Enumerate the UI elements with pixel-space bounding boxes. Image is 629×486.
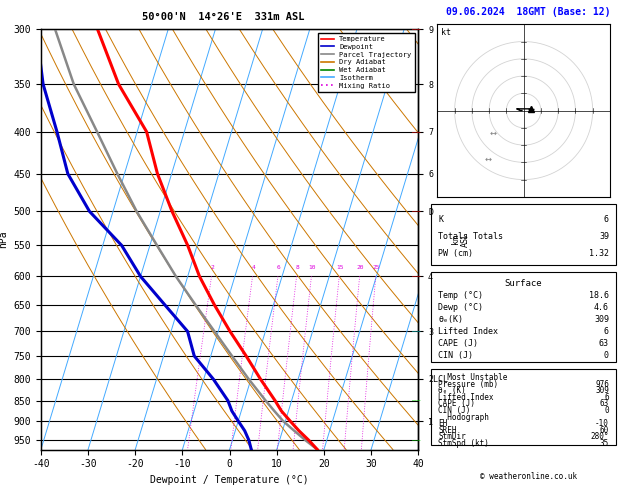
Text: ↔: ↔ bbox=[484, 155, 492, 164]
Text: 10: 10 bbox=[308, 265, 316, 270]
Text: ↔: ↔ bbox=[490, 129, 497, 138]
Text: ——: —— bbox=[412, 208, 421, 214]
Text: 35: 35 bbox=[599, 439, 609, 448]
Text: SREH: SREH bbox=[438, 426, 457, 434]
Text: 6: 6 bbox=[604, 327, 609, 336]
Text: Hodograph: Hodograph bbox=[438, 413, 489, 421]
Text: ——: —— bbox=[412, 437, 421, 443]
Text: 8: 8 bbox=[296, 265, 299, 270]
Text: 09.06.2024  18GMT (Base: 12): 09.06.2024 18GMT (Base: 12) bbox=[446, 7, 611, 17]
Text: ——: —— bbox=[412, 274, 421, 279]
Y-axis label: km
ASL: km ASL bbox=[451, 232, 470, 247]
Text: 20: 20 bbox=[357, 265, 364, 270]
Y-axis label: hPa: hPa bbox=[0, 230, 8, 248]
Text: 4: 4 bbox=[252, 265, 255, 270]
Text: ——: —— bbox=[412, 398, 421, 403]
Text: 4.6: 4.6 bbox=[594, 303, 609, 312]
Text: 309: 309 bbox=[594, 315, 609, 324]
Text: 0: 0 bbox=[604, 351, 609, 360]
Text: 18.6: 18.6 bbox=[589, 291, 609, 300]
Text: 6: 6 bbox=[604, 214, 609, 224]
Text: EH: EH bbox=[438, 419, 448, 428]
Text: 6: 6 bbox=[277, 265, 281, 270]
Text: CAPE (J): CAPE (J) bbox=[438, 339, 478, 348]
Text: CIN (J): CIN (J) bbox=[438, 406, 470, 415]
Text: 39: 39 bbox=[599, 232, 609, 241]
Text: 2: 2 bbox=[211, 265, 214, 270]
Text: ——: —— bbox=[412, 26, 421, 32]
Text: 6: 6 bbox=[604, 393, 609, 402]
Text: Pressure (mb): Pressure (mb) bbox=[438, 380, 498, 389]
Text: 60: 60 bbox=[599, 426, 609, 434]
Text: Lifted Index: Lifted Index bbox=[438, 393, 494, 402]
X-axis label: Dewpoint / Temperature (°C): Dewpoint / Temperature (°C) bbox=[150, 475, 309, 485]
Text: 25: 25 bbox=[372, 265, 380, 270]
Text: ——: —— bbox=[412, 129, 421, 135]
Text: 0: 0 bbox=[604, 406, 609, 415]
Text: ——: —— bbox=[412, 329, 421, 334]
Text: kt: kt bbox=[441, 28, 451, 37]
Text: -10: -10 bbox=[595, 419, 609, 428]
Text: Dewp (°C): Dewp (°C) bbox=[438, 303, 483, 312]
Text: StmDir: StmDir bbox=[438, 432, 466, 441]
Text: Surface: Surface bbox=[505, 279, 542, 288]
Text: 976: 976 bbox=[595, 380, 609, 389]
Text: Most Unstable: Most Unstable bbox=[438, 373, 508, 382]
Text: 309: 309 bbox=[595, 386, 609, 396]
Text: 15: 15 bbox=[336, 265, 343, 270]
Text: θₑ (K): θₑ (K) bbox=[438, 386, 466, 396]
Text: StmSpd (kt): StmSpd (kt) bbox=[438, 439, 489, 448]
Text: 50°00'N  14°26'E  331m ASL: 50°00'N 14°26'E 331m ASL bbox=[142, 12, 304, 22]
Text: Temp (°C): Temp (°C) bbox=[438, 291, 483, 300]
Text: CIN (J): CIN (J) bbox=[438, 351, 473, 360]
Text: 280°: 280° bbox=[591, 432, 609, 441]
Text: © weatheronline.co.uk: © weatheronline.co.uk bbox=[480, 472, 577, 481]
Legend: Temperature, Dewpoint, Parcel Trajectory, Dry Adiabat, Wet Adiabat, Isotherm, Mi: Temperature, Dewpoint, Parcel Trajectory… bbox=[318, 33, 415, 92]
Text: CAPE (J): CAPE (J) bbox=[438, 399, 476, 409]
Text: Lifted Index: Lifted Index bbox=[438, 327, 498, 336]
Text: PW (cm): PW (cm) bbox=[438, 249, 473, 258]
Text: K: K bbox=[438, 214, 443, 224]
Text: 1.32: 1.32 bbox=[589, 249, 609, 258]
Text: Totals Totals: Totals Totals bbox=[438, 232, 503, 241]
Text: 63: 63 bbox=[599, 399, 609, 409]
Text: θₑ(K): θₑ(K) bbox=[438, 315, 464, 324]
Text: 63: 63 bbox=[599, 339, 609, 348]
